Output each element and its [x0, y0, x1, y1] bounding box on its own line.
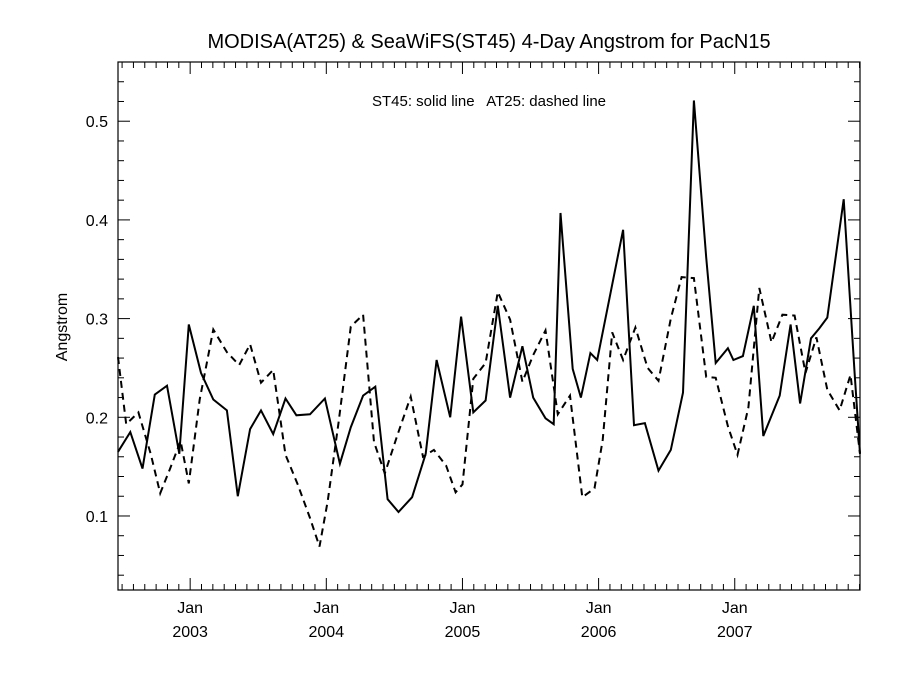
series-line-at25	[117, 276, 861, 547]
x-tick-year-label: 2007	[717, 624, 753, 641]
y-tick-label: 0.4	[86, 213, 108, 230]
y-tick-label: 0.2	[86, 410, 108, 427]
y-tick-label: 0.1	[86, 509, 108, 526]
x-tick-month-label: Jan	[722, 600, 748, 617]
x-tick-month-label: Jan	[586, 600, 612, 617]
x-tick-year-label: 2005	[445, 624, 481, 641]
x-tick-year-label: 2004	[309, 624, 345, 641]
legend-annotation: ST45: solid line AT25: dashed line	[372, 93, 606, 110]
axis-ticks	[118, 61, 861, 590]
x-tick-year-label: 2003	[172, 624, 208, 641]
y-tick-label: 0.5	[86, 114, 108, 131]
y-axis-label: Angstrom	[54, 293, 71, 361]
x-tick-month-label: Jan	[177, 600, 203, 617]
plot-frame	[117, 61, 861, 591]
y-tick-label: 0.3	[86, 312, 108, 329]
chart-title: MODISA(AT25) & SeaWiFS(ST45) 4-Day Angst…	[207, 31, 770, 53]
series-line-st45	[117, 100, 861, 514]
series-lines	[117, 100, 861, 547]
x-tick-month-label: Jan	[313, 600, 339, 617]
x-tick-year-label: 2006	[581, 624, 617, 641]
x-tick-month-label: Jan	[450, 600, 476, 617]
tick-labels: 0.1 0.2 0.3 0.4 0.5 Jan 2003 Jan 2004 Jan 2005 Jan 2…	[86, 114, 753, 641]
